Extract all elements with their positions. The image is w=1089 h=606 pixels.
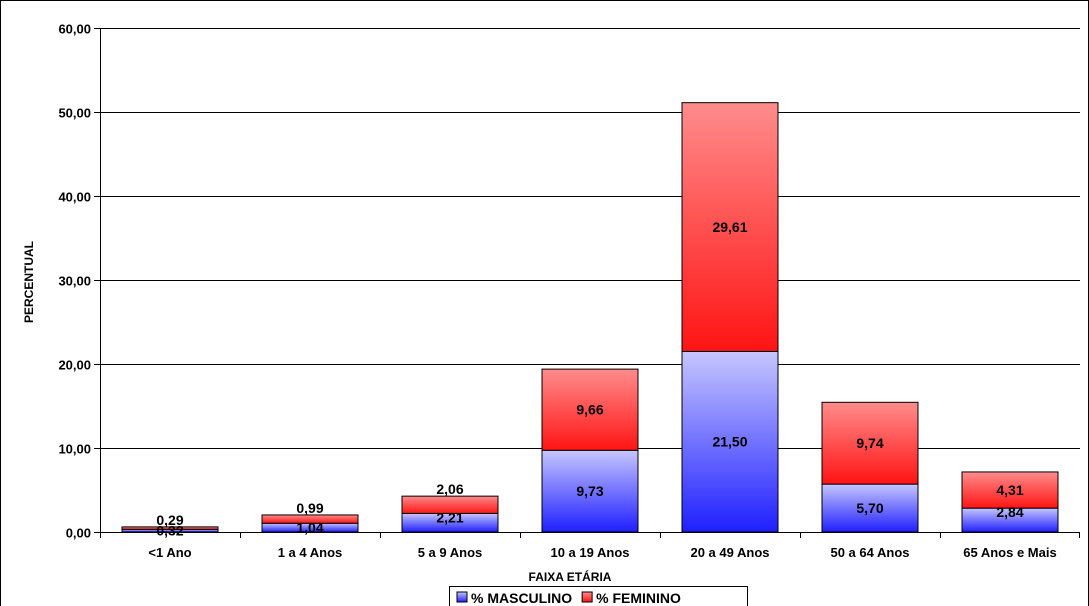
data-label: 2,21 [436, 509, 463, 525]
data-label: 0,99 [296, 500, 323, 516]
y-tick-label: 0,00 [66, 526, 91, 541]
data-label: 9,66 [576, 402, 603, 418]
x-tick-label: <1 Ano [148, 545, 191, 560]
x-tick-label: 5 a 9 Anos [418, 545, 483, 560]
y-tick-label: 40,00 [58, 190, 91, 205]
x-tick-label: 50 a 64 Anos [830, 545, 909, 560]
bar-feminino [261, 514, 359, 524]
legend-label: % FEMININO [596, 590, 681, 606]
y-tick-label: 30,00 [58, 274, 91, 289]
y-tick-label: 20,00 [58, 358, 91, 373]
data-label: 5,70 [856, 500, 883, 516]
bar-masculino [821, 483, 919, 533]
bar-masculino [681, 350, 779, 533]
bar-feminino [541, 368, 639, 451]
y-tick-label: 10,00 [58, 442, 91, 457]
labels-layer: 0,0010,0020,0030,0040,0050,0060,000,320,… [58, 22, 1056, 561]
x-tick-label: 10 a 19 Anos [550, 545, 629, 560]
legend-label: % MASCULINO [471, 590, 572, 606]
data-label: 21,50 [712, 434, 747, 450]
y-tick-label: 60,00 [58, 22, 91, 37]
y-axis-title: PERCENTUAL [22, 241, 36, 323]
data-label: 2,84 [996, 504, 1023, 520]
legend-box [449, 586, 748, 606]
x-tick-label: 65 Anos e Mais [963, 545, 1056, 560]
bar-feminino [401, 495, 499, 514]
y-tick-label: 50,00 [58, 106, 91, 121]
x-tick-label: 1 a 4 Anos [278, 545, 343, 560]
data-label: 4,31 [996, 482, 1023, 498]
x-tick-label: 20 a 49 Anos [690, 545, 769, 560]
data-label: 9,73 [576, 483, 603, 499]
bar-feminino [121, 526, 219, 530]
bar-feminino [681, 102, 779, 352]
legend-swatch [581, 591, 593, 603]
data-label: 9,74 [856, 435, 883, 451]
bar-feminino [961, 471, 1059, 509]
data-label: 2,06 [436, 481, 463, 497]
legend-swatch [456, 591, 468, 603]
legend: % MASCULINO % FEMININO [449, 586, 748, 606]
data-label: 0,29 [156, 512, 183, 528]
bars-layer [121, 102, 1059, 533]
data-label: 0,32 [156, 523, 183, 539]
x-axis-title: FAIXA ETÁRIA [529, 569, 612, 584]
data-label: 1,04 [296, 519, 323, 535]
data-label: 29,61 [712, 219, 747, 235]
bar-feminino [821, 401, 919, 485]
